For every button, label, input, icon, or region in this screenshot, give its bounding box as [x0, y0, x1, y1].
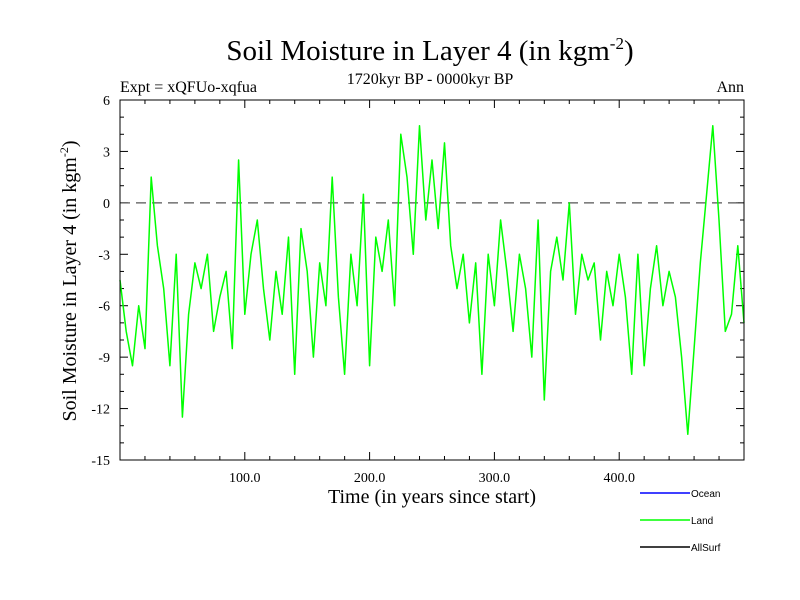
subtitle-experiment: Expt = xQFUo-xqfua — [120, 79, 257, 96]
y-tick-label: -6 — [98, 300, 110, 315]
series-group — [119, 124, 745, 436]
series-line-land — [119, 124, 745, 436]
y-axis-label-close: ) — [59, 140, 81, 147]
y-tick-label: -15 — [91, 454, 110, 469]
legend-label-allsurf: AllSurf — [691, 543, 721, 554]
y-tick-label: -12 — [91, 403, 110, 418]
y-tick-label: 0 — [103, 197, 110, 212]
y-axis-label-sup: -2 — [57, 147, 71, 157]
y-tick-label: 3 — [103, 145, 110, 160]
plot-frame — [119, 99, 745, 461]
y-tick-label: -9 — [98, 351, 110, 366]
legend-label-land: Land — [691, 516, 713, 527]
x-tick-label: 200.0 — [354, 471, 386, 486]
subtitle-season: Ann — [716, 79, 744, 96]
x-tick-label: 300.0 — [479, 471, 511, 486]
x-axis-label: Time (in years since start) — [328, 486, 536, 508]
x-tick-label: 100.0 — [229, 471, 261, 486]
subtitle-period: 1720kyr BP - 0000kyr BP — [347, 71, 514, 88]
axis-ticks — [120, 99, 744, 461]
x-tick-label: 400.0 — [603, 471, 635, 486]
chart-title-close: ) — [624, 35, 634, 67]
chart-title-main: Soil Moisture in Layer 4 (in kgm — [226, 35, 610, 67]
y-tick-label: -3 — [98, 248, 110, 263]
chart-title-sup: -2 — [610, 34, 624, 53]
legend: Ocean Land AllSurf — [640, 489, 721, 554]
y-axis-label: Soil Moisture in Layer 4 (in kgm-2) — [57, 140, 81, 421]
y-tick-label: 6 — [103, 94, 110, 109]
chart-title: Soil Moisture in Layer 4 (in kgm-2) — [226, 34, 633, 67]
y-axis-label-main: Soil Moisture in Layer 4 (in kgm — [59, 157, 81, 422]
legend-label-ocean: Ocean — [691, 489, 720, 500]
tick-labels: 6 3 0 -3 -6 -9 -12 -15 100.0 200.0 300.0 400.0 — [91, 94, 635, 486]
